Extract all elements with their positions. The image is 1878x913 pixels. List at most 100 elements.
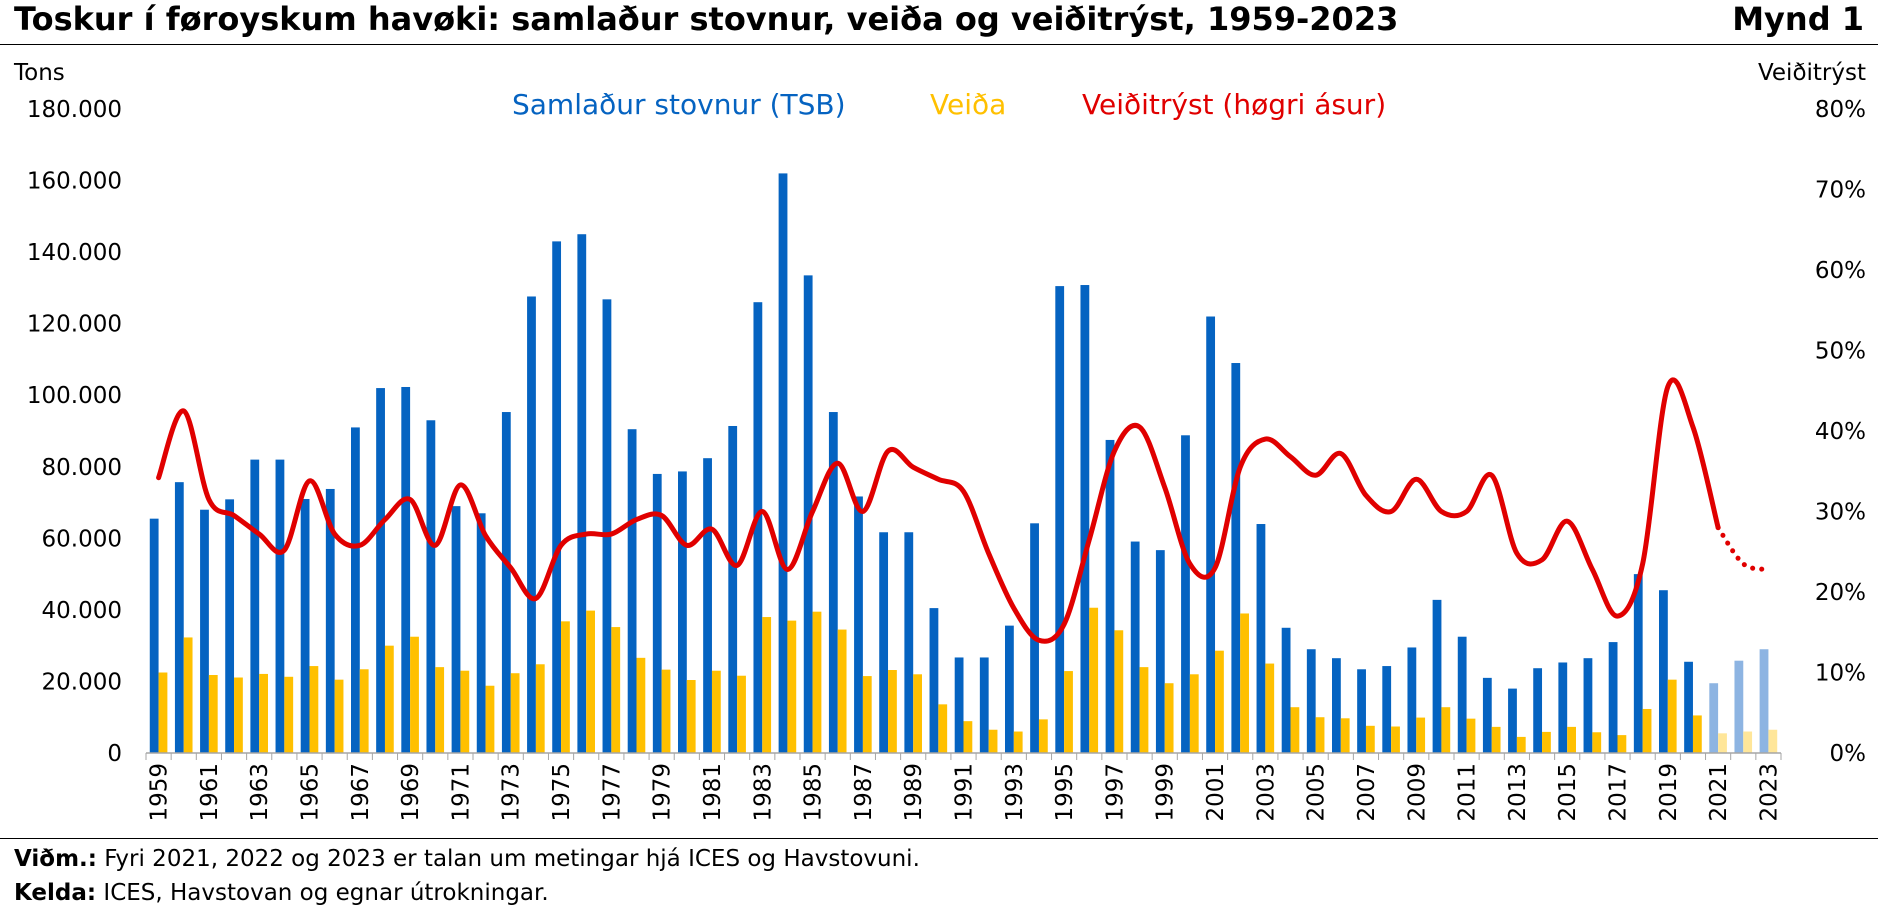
right-axis-title: Veiðitrýst <box>1758 60 1866 86</box>
x-tick-label: 1973 <box>499 763 525 822</box>
left-tick-label: 160.000 <box>27 169 122 195</box>
catch-bar-1987 <box>862 676 872 753</box>
tsb-bar-2012 <box>1482 677 1492 753</box>
catch-bar-1971 <box>460 670 470 753</box>
source-line: Kelda: ICES, Havstovan og egnar útroknin… <box>14 880 549 906</box>
x-tick-label: 2023 <box>1756 763 1782 822</box>
catch-bar-1973 <box>510 673 520 753</box>
note-line: Viðm.: Fyri 2021, 2022 og 2023 er talan … <box>14 846 920 872</box>
catch-bar-1962 <box>234 677 243 753</box>
x-tick-label: 1977 <box>599 763 625 822</box>
chart-title: Toskur í føroyskum havøki: samlaður stov… <box>14 0 1399 38</box>
catch-bar-1975 <box>561 621 570 753</box>
catch-bar-1980 <box>686 680 696 753</box>
catch-bar-2003 <box>1265 663 1275 753</box>
x-tick-label: 2019 <box>1656 763 1682 822</box>
tsb-bar-1970 <box>426 420 436 753</box>
catch-bar-2008 <box>1391 726 1400 753</box>
left-tick-label: 20.000 <box>42 669 122 695</box>
tsb-bar-1966 <box>325 488 335 753</box>
tsb-bar-1998 <box>1130 541 1140 753</box>
x-tick-label: 1979 <box>650 763 676 822</box>
catch-bar-2010 <box>1441 707 1451 753</box>
tsb-bar-1997 <box>1105 439 1115 753</box>
catch-bar-2019 <box>1667 679 1677 753</box>
legend-tsb: Samlaður stovnur (TSB) <box>512 88 846 121</box>
right-tick-label: 50% <box>1815 339 1866 365</box>
tsb-bar-1996 <box>1080 285 1090 753</box>
tsb-bar-1964 <box>275 459 285 753</box>
x-tick-label: 1983 <box>750 763 776 822</box>
tsb-bar-2017 <box>1608 642 1618 753</box>
tsb-bar-1992 <box>979 657 989 753</box>
catch-bar-1972 <box>485 685 495 753</box>
catch-bar-2023 <box>1768 729 1778 753</box>
tsb-bar-1981 <box>703 458 712 753</box>
catch-bar-2013 <box>1516 736 1526 753</box>
tsb-bar-1982 <box>728 425 738 753</box>
tsb-bar-1961 <box>200 509 209 753</box>
x-tick-label: 1993 <box>1002 763 1028 822</box>
right-tick-label: 30% <box>1815 500 1866 526</box>
catch-bar-2021 <box>1718 733 1727 753</box>
catch-bar-2015 <box>1567 726 1576 753</box>
line-layer <box>156 377 1771 644</box>
tsb-bar-1985 <box>803 275 813 753</box>
tsb-bar-2015 <box>1558 662 1568 753</box>
catch-bar-1995 <box>1064 671 1073 753</box>
x-tick-label: 2017 <box>1606 763 1632 822</box>
tsb-bar-1989 <box>904 532 914 753</box>
catch-bar-1969 <box>410 636 419 753</box>
catch-bar-1993 <box>1013 731 1023 753</box>
source-text: ICES, Havstovan og egnar útrokningar. <box>103 880 549 906</box>
catch-bar-1999 <box>1164 683 1174 753</box>
tsb-bar-2014 <box>1533 668 1543 753</box>
tsb-bar-1991 <box>954 657 964 753</box>
tsb-bar-2006 <box>1332 658 1341 753</box>
catch-bar-1982 <box>737 675 746 753</box>
tsb-bar-2022 <box>1734 660 1744 753</box>
tsb-bar-2010 <box>1432 599 1442 753</box>
catch-bar-2020 <box>1692 715 1702 753</box>
catch-bar-1961 <box>208 675 218 753</box>
catch-bar-2014 <box>1542 731 1551 753</box>
tsb-bar-1975 <box>552 241 562 753</box>
left-tick-label: 180.000 <box>27 97 122 123</box>
catch-bar-2006 <box>1340 718 1350 753</box>
tsb-bar-1969 <box>401 386 411 753</box>
x-tick-label: 1967 <box>348 763 374 822</box>
x-tick-label: 1961 <box>197 763 223 822</box>
x-tick-label: 2009 <box>1404 763 1430 822</box>
tsb-bar-2019 <box>1659 590 1668 753</box>
right-tick-label: 40% <box>1815 419 1866 445</box>
x-tick-label: 1997 <box>1102 763 1128 822</box>
catch-bar-1967 <box>359 669 369 753</box>
tsb-bar-1962 <box>225 499 235 753</box>
catch-bar-2012 <box>1491 726 1501 753</box>
x-tick-label: 1989 <box>901 763 927 822</box>
right-tick-label: 0% <box>1830 741 1867 767</box>
label-layer: 1959 1961 1963 1965 1967 1969 1971 1973 1975 1977… <box>13 60 1866 822</box>
right-tick-label: 20% <box>1815 580 1866 606</box>
catch-bar-2004 <box>1290 707 1300 753</box>
tsb-bar-1965 <box>300 498 310 753</box>
x-tick-label: 1995 <box>1052 763 1078 822</box>
fishing-pressure-estimate-line <box>1715 525 1771 572</box>
catch-bar-2009 <box>1416 717 1426 753</box>
catch-bar-2007 <box>1365 725 1375 753</box>
legend-fishing-pressure: Veiðitrýst (høgri ásur) <box>1082 88 1386 121</box>
tsb-bar-1983 <box>753 302 763 753</box>
catch-bar-1998 <box>1139 667 1149 753</box>
x-tick-label: 2021 <box>1706 763 1732 822</box>
tsb-bar-2013 <box>1508 688 1517 753</box>
left-tick-label: 80.000 <box>42 455 122 481</box>
catch-bar-1959 <box>158 672 168 753</box>
tsb-bar-1979 <box>652 473 662 753</box>
tsb-bar-2002 <box>1231 363 1241 753</box>
tsb-bar-2003 <box>1256 524 1266 753</box>
figure-label: Mynd 1 <box>1732 0 1864 38</box>
x-tick-label: 1985 <box>801 763 827 822</box>
catch-bar-1965 <box>309 666 319 753</box>
catch-bar-1984 <box>787 620 797 753</box>
bottom-divider <box>0 838 1878 839</box>
